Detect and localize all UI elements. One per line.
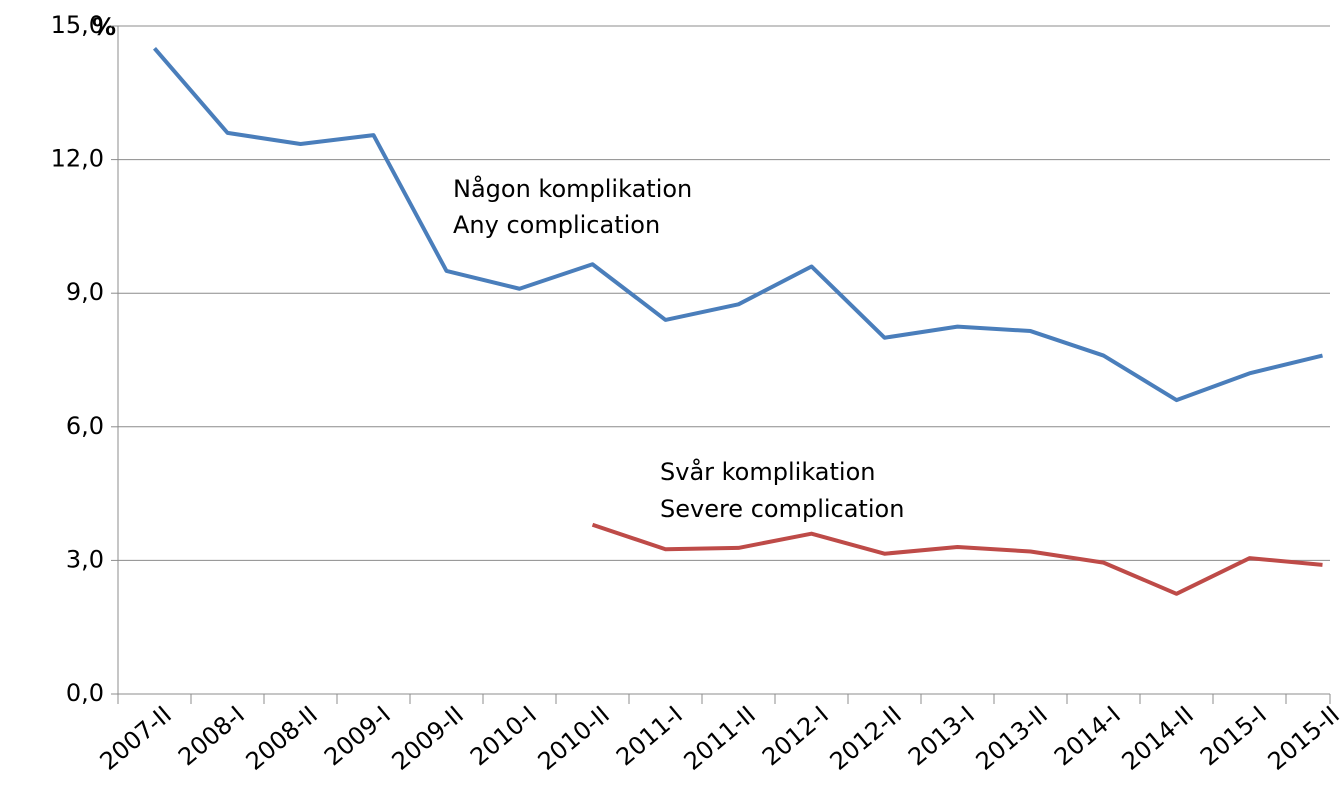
x-tick-label: 2015-I — [1195, 701, 1272, 772]
x-tick-label: 2012-I — [757, 701, 834, 772]
y-tick-label: 9,0 — [66, 278, 104, 306]
x-tick-label: 2012-II — [825, 701, 907, 776]
x-tick-label: 2015-II — [1263, 701, 1343, 776]
line-series — [152, 46, 1323, 403]
x-tick-label: 2014-II — [1117, 701, 1199, 776]
x-tick-label: 2013-I — [903, 701, 980, 772]
line-series — [591, 522, 1323, 596]
y-tick-label: 6,0 — [66, 412, 104, 440]
x-tick-label: 2007-II — [95, 701, 177, 776]
y-tick-label: 12,0 — [51, 145, 104, 173]
x-tick-label: 2011-II — [679, 701, 761, 776]
x-tick-label: 2011-I — [611, 701, 688, 772]
x-tick-label: 2009-II — [387, 701, 469, 776]
y-tick-label: 0,0 — [66, 679, 104, 707]
x-tick-label: 2008-I — [173, 701, 250, 772]
annotation: Någon komplikation — [453, 174, 692, 203]
x-tick-label: 2010-I — [465, 701, 542, 772]
x-tick-label: 2010-II — [533, 701, 615, 776]
annotation: Svår komplikation — [660, 457, 875, 486]
x-tick-label: 2014-I — [1049, 701, 1126, 772]
x-tick-label: 2013-II — [971, 701, 1053, 776]
annotation: Severe complication — [660, 495, 904, 523]
y-tick-label: 15,0 — [51, 11, 104, 39]
x-tick-label: 2008-II — [241, 701, 323, 776]
x-tick-label: 2009-I — [319, 701, 396, 772]
y-axis-label: % — [92, 13, 116, 41]
annotation: Any complication — [453, 211, 660, 239]
y-tick-label: 3,0 — [66, 545, 104, 573]
